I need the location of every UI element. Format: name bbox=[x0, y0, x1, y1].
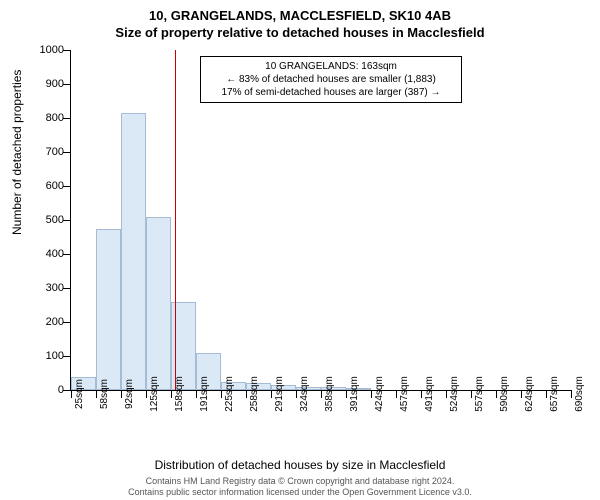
x-tick bbox=[546, 390, 547, 398]
x-tick-label: 158sqm bbox=[174, 376, 185, 412]
y-tick-label: 900 bbox=[46, 78, 64, 90]
y-tick-label: 700 bbox=[46, 146, 64, 158]
y-tick-label: 200 bbox=[46, 316, 64, 328]
y-tick bbox=[63, 84, 71, 85]
y-tick-label: 600 bbox=[46, 180, 64, 192]
title-line-1: 10, GRANGELANDS, MACCLESFIELD, SK10 4AB bbox=[0, 0, 600, 23]
x-tick-label: 590sqm bbox=[499, 376, 510, 412]
x-tick-label: 358sqm bbox=[324, 376, 335, 412]
x-tick bbox=[396, 390, 397, 398]
y-tick bbox=[63, 288, 71, 289]
x-tick bbox=[421, 390, 422, 398]
x-tick bbox=[71, 390, 72, 398]
x-tick bbox=[496, 390, 497, 398]
footer: Contains HM Land Registry data © Crown c… bbox=[0, 476, 600, 498]
x-tick bbox=[371, 390, 372, 398]
x-tick bbox=[171, 390, 172, 398]
x-tick bbox=[571, 390, 572, 398]
x-axis-label: Distribution of detached houses by size … bbox=[0, 458, 600, 472]
y-tick-label: 400 bbox=[46, 248, 64, 260]
x-tick-label: 291sqm bbox=[274, 376, 285, 412]
x-tick bbox=[146, 390, 147, 398]
x-tick-label: 424sqm bbox=[374, 376, 385, 412]
x-tick-label: 524sqm bbox=[449, 376, 460, 412]
y-tick-label: 500 bbox=[46, 214, 64, 226]
x-tick bbox=[346, 390, 347, 398]
chart-area: 10 GRANGELANDS: 163sqm ← 83% of detached… bbox=[70, 50, 570, 420]
y-axis-label: Number of detached properties bbox=[10, 70, 24, 235]
y-tick-label: 1000 bbox=[40, 44, 64, 56]
x-tick-label: 557sqm bbox=[474, 376, 485, 412]
y-tick bbox=[63, 118, 71, 119]
x-tick-label: 191sqm bbox=[199, 376, 210, 412]
x-tick-label: 324sqm bbox=[299, 376, 310, 412]
x-tick bbox=[121, 390, 122, 398]
histogram-bar bbox=[96, 229, 122, 391]
chart-container: 10, GRANGELANDS, MACCLESFIELD, SK10 4AB … bbox=[0, 0, 600, 500]
x-tick bbox=[521, 390, 522, 398]
x-tick bbox=[321, 390, 322, 398]
y-tick bbox=[63, 152, 71, 153]
x-tick-label: 225sqm bbox=[224, 376, 235, 412]
x-tick-label: 391sqm bbox=[349, 376, 360, 412]
title-line-2: Size of property relative to detached ho… bbox=[0, 23, 600, 40]
footer-line-1: Contains HM Land Registry data © Crown c… bbox=[0, 476, 600, 487]
x-tick-label: 258sqm bbox=[249, 376, 260, 412]
y-tick bbox=[63, 356, 71, 357]
histogram-bar bbox=[146, 217, 171, 390]
y-tick bbox=[63, 322, 71, 323]
x-tick-label: 58sqm bbox=[99, 379, 110, 409]
x-tick bbox=[471, 390, 472, 398]
y-tick bbox=[63, 186, 71, 187]
x-tick bbox=[246, 390, 247, 398]
footer-line-2: Contains public sector information licen… bbox=[0, 487, 600, 498]
y-tick bbox=[63, 220, 71, 221]
x-tick bbox=[221, 390, 222, 398]
y-tick bbox=[63, 254, 71, 255]
x-tick bbox=[196, 390, 197, 398]
histogram-bar bbox=[121, 113, 146, 390]
x-tick-label: 457sqm bbox=[399, 376, 410, 412]
x-tick bbox=[446, 390, 447, 398]
annotation-line-1: 10 GRANGELANDS: 163sqm bbox=[207, 60, 455, 73]
x-tick-label: 25sqm bbox=[74, 379, 85, 409]
annotation-line-3: 17% of semi-detached houses are larger (… bbox=[207, 86, 455, 99]
annotation-line-2: ← 83% of detached houses are smaller (1,… bbox=[207, 73, 455, 86]
x-tick bbox=[296, 390, 297, 398]
y-tick bbox=[63, 50, 71, 51]
y-tick-label: 300 bbox=[46, 282, 64, 294]
y-tick-label: 0 bbox=[58, 384, 64, 396]
y-tick-label: 100 bbox=[46, 350, 64, 362]
y-tick-label: 800 bbox=[46, 112, 64, 124]
annotation-box: 10 GRANGELANDS: 163sqm ← 83% of detached… bbox=[200, 56, 462, 103]
x-tick-label: 92sqm bbox=[124, 379, 135, 409]
x-tick-label: 125sqm bbox=[149, 376, 160, 412]
x-tick bbox=[271, 390, 272, 398]
x-tick bbox=[96, 390, 97, 398]
x-tick-label: 690sqm bbox=[574, 376, 585, 412]
x-tick-label: 624sqm bbox=[524, 376, 535, 412]
marker-line bbox=[175, 50, 176, 390]
x-tick-label: 491sqm bbox=[424, 376, 435, 412]
y-tick bbox=[63, 390, 71, 391]
x-tick-label: 657sqm bbox=[549, 376, 560, 412]
